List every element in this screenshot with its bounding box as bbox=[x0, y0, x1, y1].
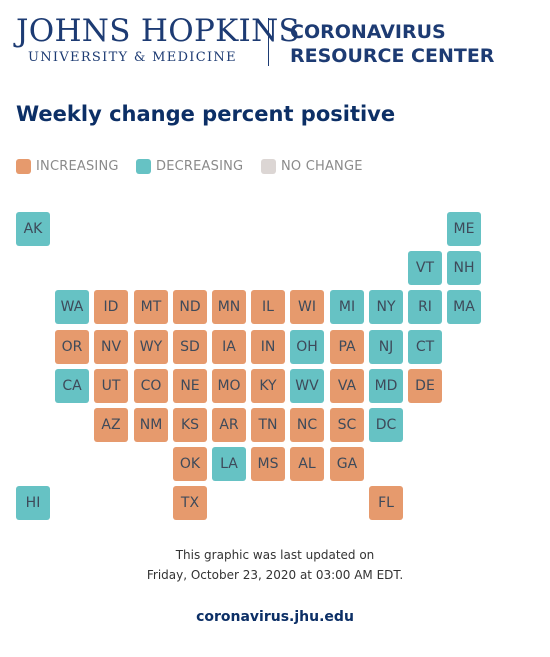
state-tile-nh[interactable]: NH bbox=[447, 251, 481, 285]
state-tile-al[interactable]: AL bbox=[290, 447, 324, 481]
state-tile-wy[interactable]: WY bbox=[134, 330, 168, 364]
state-tile-nj[interactable]: NJ bbox=[369, 330, 403, 364]
legend-label-increasing: INCREASING bbox=[36, 159, 119, 174]
state-tile-id[interactable]: ID bbox=[94, 290, 128, 324]
state-tile-wv[interactable]: WV bbox=[290, 369, 324, 403]
state-tile-mt[interactable]: MT bbox=[134, 290, 168, 324]
state-tile-ga[interactable]: GA bbox=[330, 447, 364, 481]
state-tile-nm[interactable]: NM bbox=[134, 408, 168, 442]
state-tile-ut[interactable]: UT bbox=[94, 369, 128, 403]
state-tile-wi[interactable]: WI bbox=[290, 290, 324, 324]
state-tile-ms[interactable]: MS bbox=[251, 447, 285, 481]
last-updated-line1: This graphic was last updated on bbox=[175, 548, 375, 562]
state-tile-ca[interactable]: CA bbox=[55, 369, 89, 403]
jhu-logo-wordmark[interactable]: JOHNS HOPKINS bbox=[16, 13, 301, 49]
state-tile-sc[interactable]: SC bbox=[330, 408, 364, 442]
state-tile-ri[interactable]: RI bbox=[408, 290, 442, 324]
state-tile-nc[interactable]: NC bbox=[290, 408, 324, 442]
state-tile-dc[interactable]: DC bbox=[369, 408, 403, 442]
last-updated-note: This graphic was last updated on Friday,… bbox=[0, 545, 550, 585]
site-link[interactable]: coronavirus.jhu.edu bbox=[196, 609, 354, 625]
state-tile-ak[interactable]: AK bbox=[16, 212, 50, 246]
state-tile-ny[interactable]: NY bbox=[369, 290, 403, 324]
page-title: Weekly change percent positive bbox=[16, 102, 396, 126]
state-tile-az[interactable]: AZ bbox=[94, 408, 128, 442]
state-tile-vt[interactable]: VT bbox=[408, 251, 442, 285]
state-tile-pa[interactable]: PA bbox=[330, 330, 364, 364]
state-tile-co[interactable]: CO bbox=[134, 369, 168, 403]
last-updated-line2: Friday, October 23, 2020 at 03:00 AM EDT… bbox=[146, 568, 404, 582]
legend-swatch-no-change bbox=[261, 159, 276, 174]
state-tile-mn[interactable]: MN bbox=[212, 290, 246, 324]
state-tile-md[interactable]: MD bbox=[369, 369, 403, 403]
legend-swatch-decreasing bbox=[136, 159, 151, 174]
crc-logo-line2: RESOURCE CENTER bbox=[290, 45, 495, 67]
legend-label-no-change: NO CHANGE bbox=[281, 159, 363, 174]
crc-logo[interactable]: CORONAVIRUS RESOURCE CENTER bbox=[290, 20, 494, 68]
legend-label-decreasing: DECREASING bbox=[156, 159, 244, 174]
state-tile-fl[interactable]: FL bbox=[369, 486, 403, 520]
header-divider bbox=[268, 18, 269, 66]
site-header: JOHNS HOPKINS UNIVERSITY & MEDICINE CORO… bbox=[16, 14, 536, 70]
state-tile-ks[interactable]: KS bbox=[173, 408, 207, 442]
state-tile-ne[interactable]: NE bbox=[173, 369, 207, 403]
legend-swatch-increasing bbox=[16, 159, 31, 174]
state-tile-il[interactable]: IL bbox=[251, 290, 285, 324]
state-tile-mi[interactable]: MI bbox=[330, 290, 364, 324]
state-tile-or[interactable]: OR bbox=[55, 330, 89, 364]
jhu-logo-subtitle: UNIVERSITY & MEDICINE bbox=[28, 50, 237, 65]
state-tile-wa[interactable]: WA bbox=[55, 290, 89, 324]
state-tile-ma[interactable]: MA bbox=[447, 290, 481, 324]
state-tile-la[interactable]: LA bbox=[212, 447, 246, 481]
state-tile-de[interactable]: DE bbox=[408, 369, 442, 403]
state-tile-nv[interactable]: NV bbox=[94, 330, 128, 364]
state-tile-ky[interactable]: KY bbox=[251, 369, 285, 403]
state-tile-ia[interactable]: IA bbox=[212, 330, 246, 364]
state-tile-nd[interactable]: ND bbox=[173, 290, 207, 324]
state-tile-ct[interactable]: CT bbox=[408, 330, 442, 364]
state-tile-tn[interactable]: TN bbox=[251, 408, 285, 442]
state-tile-va[interactable]: VA bbox=[330, 369, 364, 403]
state-tile-mo[interactable]: MO bbox=[212, 369, 246, 403]
state-tile-tx[interactable]: TX bbox=[173, 486, 207, 520]
state-tile-me[interactable]: ME bbox=[447, 212, 481, 246]
state-tile-hi[interactable]: HI bbox=[16, 486, 50, 520]
state-tile-sd[interactable]: SD bbox=[173, 330, 207, 364]
state-tile-oh[interactable]: OH bbox=[290, 330, 324, 364]
crc-logo-line1: CORONAVIRUS bbox=[290, 21, 446, 43]
state-tile-ar[interactable]: AR bbox=[212, 408, 246, 442]
state-tile-in[interactable]: IN bbox=[251, 330, 285, 364]
state-tile-ok[interactable]: OK bbox=[173, 447, 207, 481]
